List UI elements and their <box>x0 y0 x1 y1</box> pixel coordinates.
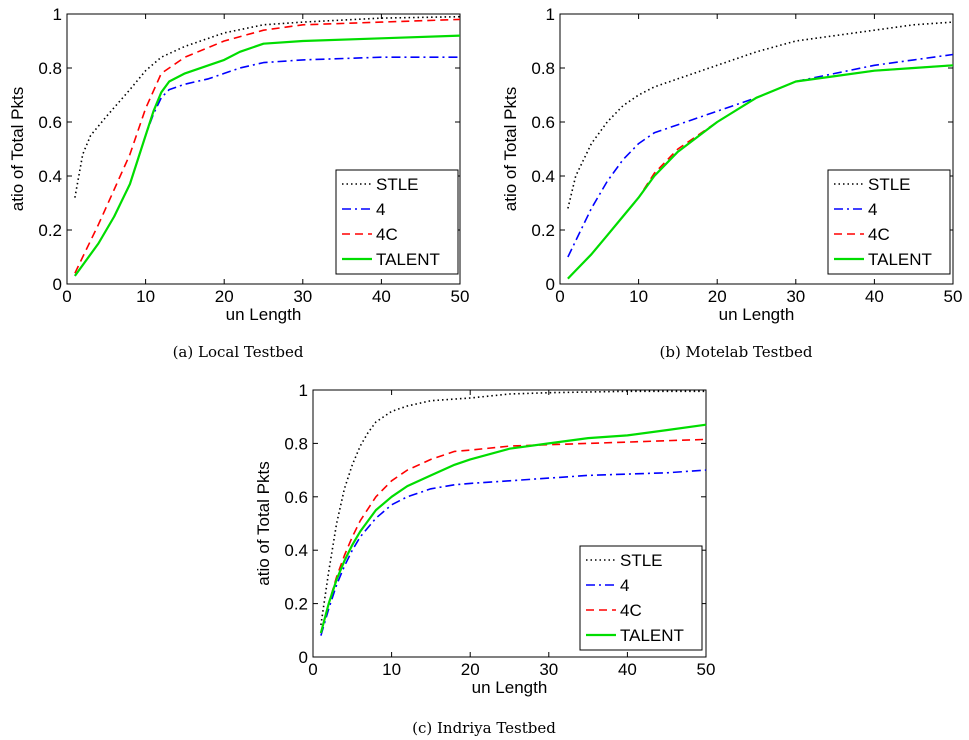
x-tick-label: 50 <box>697 660 716 679</box>
y-axis-label: atio of Total Pkts <box>254 461 273 585</box>
series-line-stle <box>74 15 461 198</box>
series-line-talent <box>319 423 707 634</box>
legend-label: 4 <box>376 200 385 219</box>
x-tick-label: 0 <box>62 287 71 306</box>
x-axis-label: un Length <box>719 305 795 324</box>
legend-label: TALENT <box>868 250 932 269</box>
chart-caption: (b) Motelab Testbed <box>659 343 812 361</box>
y-tick-label: 1 <box>53 5 62 24</box>
series-line-4c <box>320 438 707 634</box>
legend-label: 4C <box>376 225 398 244</box>
series-line-stle <box>567 21 954 209</box>
legend-label: 4C <box>620 601 642 620</box>
chart-panel-indriya: 0 10 20 30 40 50 0 0.2 0.4 0.6 0.8 1 un Length atio o… <box>254 381 715 737</box>
chart-panel-local: 0 10 20 30 40 50 0 0.2 0.4 0.6 0.8 1 un Length atio o… <box>8 5 469 361</box>
series-line-talent <box>74 34 461 277</box>
x-tick-label: 30 <box>786 287 805 306</box>
y-tick-label: 1 <box>299 381 308 400</box>
x-tick-label: 10 <box>382 660 401 679</box>
y-tick-label: 0.4 <box>284 541 308 560</box>
legend-label: STLE <box>376 175 419 194</box>
x-axis-label: un Length <box>226 305 302 324</box>
y-tick-label: 1 <box>546 5 555 24</box>
chart-panel-motelab: 0 10 20 30 40 50 0 0.2 0.4 0.6 0.8 1 un Length atio o… <box>501 5 962 361</box>
legend: STLE 4 4C TALENT <box>335 169 459 275</box>
chart-caption: (a) Local Testbed <box>173 343 304 361</box>
y-axis-label: atio of Total Pkts <box>8 87 27 211</box>
x-tick-label: 30 <box>293 287 312 306</box>
x-tick-label: 40 <box>618 660 637 679</box>
series-line-4 <box>567 53 954 258</box>
y-tick-label: 0.2 <box>531 221 555 240</box>
legend-box <box>827 169 951 275</box>
y-tick-label: 0.4 <box>38 167 62 186</box>
legend-label: TALENT <box>376 250 440 269</box>
x-tick-label: 50 <box>944 287 963 306</box>
y-tick-label: 0.2 <box>284 595 308 614</box>
x-tick-label: 40 <box>865 287 884 306</box>
x-tick-label: 30 <box>539 660 558 679</box>
y-tick-label: 0.6 <box>531 113 555 132</box>
y-tick-label: 0 <box>546 275 555 294</box>
legend-label: 4C <box>868 225 890 244</box>
y-tick-label: 0.8 <box>284 434 308 453</box>
legend-label: STLE <box>868 175 911 194</box>
y-tick-label: 0.4 <box>531 167 555 186</box>
x-tick-label: 10 <box>629 287 648 306</box>
x-tick-label: 20 <box>215 287 234 306</box>
x-tick-label: 40 <box>372 287 391 306</box>
x-tick-label: 50 <box>451 287 470 306</box>
y-tick-label: 0.6 <box>284 488 308 507</box>
x-tick-label: 20 <box>461 660 480 679</box>
legend-label: TALENT <box>620 626 684 645</box>
y-tick-label: 0.8 <box>38 59 62 78</box>
x-tick-label: 0 <box>555 287 564 306</box>
chart-caption: (c) Indriya Testbed <box>412 719 556 737</box>
legend-label: 4 <box>868 200 877 219</box>
legend-label: 4 <box>620 576 629 595</box>
x-tick-label: 10 <box>136 287 155 306</box>
x-tick-label: 20 <box>708 287 727 306</box>
x-tick-label: 0 <box>308 660 317 679</box>
legend-box <box>335 169 459 275</box>
series-line-4c <box>74 18 461 274</box>
y-tick-label: 0.8 <box>531 59 555 78</box>
legend: STLE 4 4C TALENT <box>827 169 951 275</box>
x-axis-label: un Length <box>472 678 548 697</box>
y-tick-label: 0.2 <box>38 221 62 240</box>
legend: STLE 4 4C TALENT <box>579 545 703 651</box>
y-tick-label: 0 <box>53 275 62 294</box>
y-tick-label: 0 <box>299 648 308 667</box>
legend-box <box>579 545 703 651</box>
legend-label: STLE <box>620 551 663 570</box>
series-line-talent <box>567 64 954 280</box>
y-axis-label: atio of Total Pkts <box>501 87 520 211</box>
y-tick-label: 0.6 <box>38 113 62 132</box>
